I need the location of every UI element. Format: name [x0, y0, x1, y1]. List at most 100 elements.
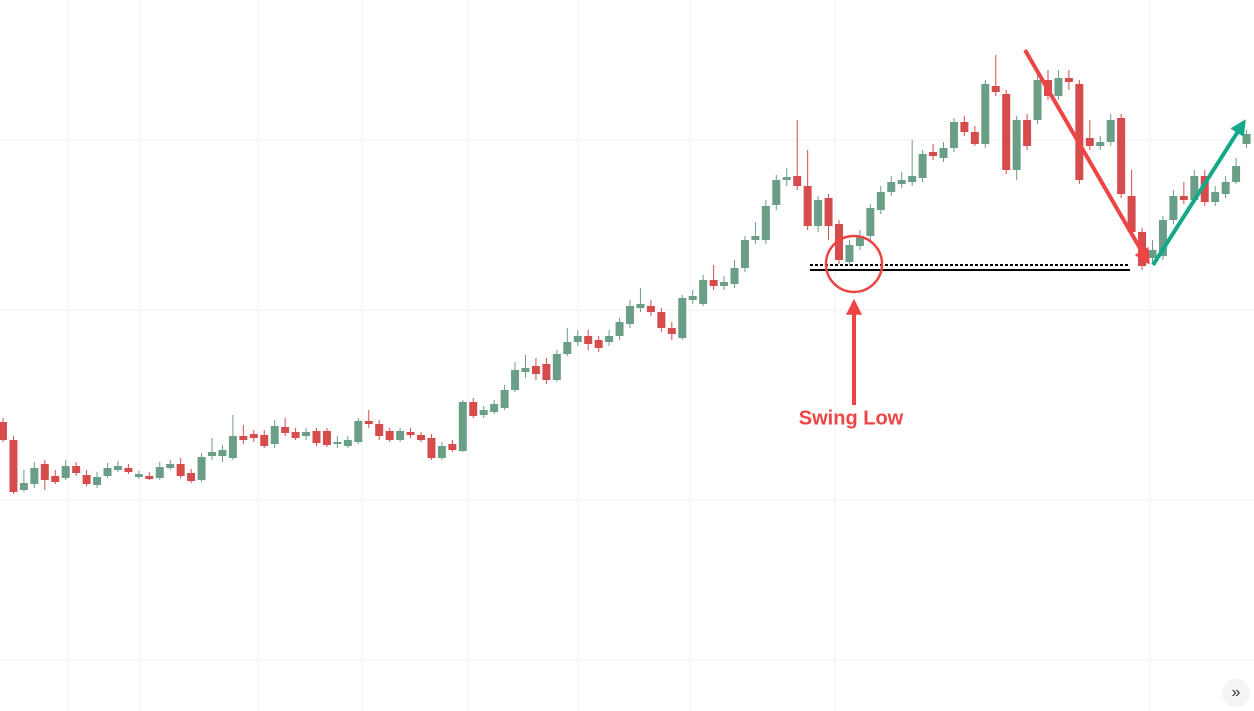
candle-body [699, 280, 708, 304]
candle-body [437, 446, 446, 458]
candle-body [824, 198, 833, 226]
candle-body [1158, 220, 1167, 256]
candle-body [0, 422, 7, 440]
candle-body [1012, 120, 1021, 170]
candle-body [918, 154, 927, 178]
candle-body [897, 180, 906, 184]
candle-body [573, 336, 582, 342]
candle-body [720, 282, 729, 286]
candle-body [531, 366, 540, 374]
candle-body [187, 473, 196, 481]
candle-body [1148, 250, 1157, 258]
candle-body [793, 176, 802, 186]
candle-body [260, 435, 269, 446]
candle-body [908, 176, 917, 182]
candle-body [751, 236, 760, 240]
candle-body [929, 152, 938, 156]
down-trend-arrow [1023, 48, 1150, 265]
scroll-button[interactable]: » [1222, 679, 1250, 707]
candle-body [155, 467, 164, 478]
candle-body [479, 410, 488, 415]
candle-body [103, 468, 112, 476]
candle-body [1096, 142, 1105, 146]
candle-body [866, 208, 875, 236]
candle-body [239, 436, 248, 440]
candle-body [448, 444, 457, 450]
candle-body [991, 86, 1000, 92]
candle-body [1002, 94, 1011, 170]
candle-body [678, 298, 687, 338]
candle-body [61, 466, 70, 478]
candle-body [646, 306, 655, 312]
candle-body [197, 457, 206, 480]
candle-body [1117, 118, 1126, 194]
up-trend-arrow [1151, 119, 1246, 267]
candle-body [970, 132, 979, 144]
candle-body [51, 476, 60, 482]
candle-body [312, 431, 321, 443]
candle-body [82, 475, 91, 484]
candle-body [939, 148, 948, 158]
candle-body [113, 466, 122, 470]
candle-body [615, 322, 624, 336]
annotation-text: Swing Low [799, 407, 904, 429]
candle-body [145, 476, 154, 479]
candle-body [949, 122, 958, 148]
candle-body [406, 432, 415, 435]
candle-body [960, 122, 969, 132]
candle-body [1064, 78, 1073, 82]
candle-body [281, 427, 290, 433]
candle-body [249, 434, 258, 438]
candle-body [542, 364, 551, 380]
scroll-button-label[interactable]: » [1232, 684, 1241, 701]
candle-body [667, 328, 676, 334]
candle-body [730, 268, 739, 284]
candle-body [176, 464, 185, 476]
candle-body [636, 304, 645, 308]
candle-body [626, 306, 634, 324]
candle-body [1242, 134, 1251, 144]
candle-body [552, 354, 561, 380]
scroll-button-bg[interactable] [1222, 679, 1250, 707]
candle-body [521, 368, 530, 372]
candle-body [1127, 196, 1136, 232]
candle-body [396, 431, 405, 440]
candle-body [845, 245, 854, 262]
candle-body [218, 450, 227, 456]
candle-body [9, 440, 18, 492]
candle-body [772, 180, 781, 205]
candle-body [511, 370, 520, 390]
candle-body [166, 464, 175, 468]
candle-body [343, 440, 352, 446]
candle-body [1054, 78, 1063, 96]
candle-body [124, 468, 133, 472]
candle-body [1169, 196, 1178, 220]
candle-body [375, 424, 384, 436]
candle-body [782, 177, 791, 180]
candle-body [1211, 192, 1220, 202]
candle-body [835, 224, 843, 260]
candle-body [1221, 182, 1230, 194]
candle-body [1023, 120, 1032, 146]
candle-body [584, 336, 593, 344]
candle-body [1190, 176, 1199, 200]
candle-body [887, 182, 896, 192]
candle-body [134, 474, 143, 477]
candle-body [709, 280, 718, 286]
candle-body [72, 466, 81, 473]
candle-body [1106, 120, 1115, 142]
candle-body [490, 404, 499, 412]
candle-body [814, 200, 823, 226]
candle-body [803, 186, 812, 226]
candle-body [1033, 80, 1042, 120]
candle-body [208, 452, 216, 456]
candle-body [469, 402, 478, 416]
candle-body [594, 340, 603, 348]
candle-body [563, 342, 572, 354]
candle-body [354, 421, 363, 442]
candle-body [228, 436, 237, 458]
candle-body [1075, 84, 1084, 180]
candle-body [657, 312, 666, 328]
